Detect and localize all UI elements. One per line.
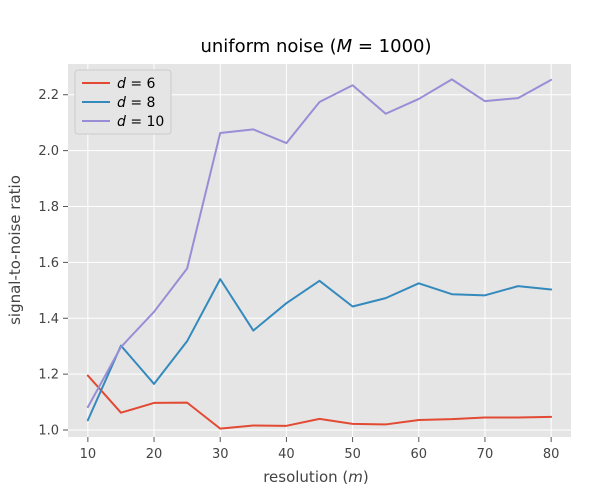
y-tick-label: 1.2 [38,368,59,383]
legend-box [74,69,172,135]
series-line-0 [86,374,553,430]
x-tick-label: 60 [411,447,428,462]
legend-entry-2: d = 10 [117,114,164,130]
y-tick-label: 1.8 [38,200,59,215]
y-tick-label: 1.0 [38,424,59,439]
x-tick-label: 40 [278,447,295,462]
x-tick-label: 30 [212,447,229,462]
series-lines [86,78,553,430]
x-tick-label: 80 [543,447,560,462]
x-tick-label: 10 [80,447,97,462]
x-tick-label: 20 [146,447,163,462]
series-line-1 [86,278,553,422]
legend-entry-0: d = 6 [117,76,156,92]
grid [68,64,571,437]
y-tick-label: 2.0 [38,144,59,159]
legend: d = 6 d = 8 d = 10 [74,69,172,135]
series-line-2 [86,78,553,409]
axis-ticks: 10 20 30 40 50 60 70 80 1.0 1.2 1.4 1.6 1.8 2.0 2.2 [38,88,559,462]
legend-entry-1: d = 8 [117,95,155,111]
x-tick-label: 50 [344,447,361,462]
chart-title: uniform noise (M = 1000) [200,36,431,57]
x-tick-label: 70 [477,447,494,462]
y-tick-label: 2.2 [38,88,59,103]
y-tick-label: 1.4 [38,312,59,327]
x-axis-label: resolution (m) [263,468,369,486]
y-tick-label: 1.6 [38,256,59,271]
y-axis-label: signal-to-noise ratio [6,175,24,325]
